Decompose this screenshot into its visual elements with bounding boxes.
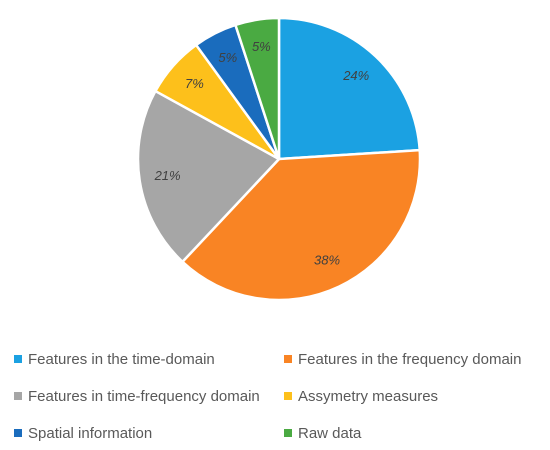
legend-item-assymetry-measures[interactable]: Assymetry measures <box>284 385 550 407</box>
legend-label-spatial-information: Spatial information <box>28 424 153 442</box>
data-label-raw-data: 5% <box>252 39 271 54</box>
legend-swatch-raw-data <box>284 429 292 437</box>
legend-swatch-frequency-domain <box>284 355 292 363</box>
legend-swatch-assymetry-measures <box>284 392 292 400</box>
legend-label-raw-data: Raw data <box>298 424 362 442</box>
pie-svg: 24% 38% 21% 7% 5% 5% <box>136 16 422 302</box>
legend-label-frequency-domain: Features in the frequency domain <box>298 350 522 368</box>
legend: Features in the time-domain Features in … <box>14 348 550 444</box>
legend-item-time-frequency-domain[interactable]: Features in time-frequency domain <box>14 385 284 407</box>
legend-item-frequency-domain[interactable]: Features in the frequency domain <box>284 348 550 370</box>
pie-data-labels: 24% 38% 21% 7% 5% 5% <box>154 39 370 267</box>
legend-swatch-time-domain <box>14 355 22 363</box>
legend-label-assymetry-measures: Assymetry measures <box>298 387 439 405</box>
data-label-frequency-domain: 38% <box>314 253 340 268</box>
pie-slice-time-frequency-domain[interactable] <box>136 89 281 264</box>
legend-item-raw-data[interactable]: Raw data <box>284 422 550 444</box>
data-label-spatial-information: 5% <box>218 50 237 65</box>
pie-slice-raw-data[interactable] <box>234 16 281 161</box>
legend-label-time-domain: Features in the time-domain <box>28 350 215 368</box>
pie-slices <box>136 16 422 302</box>
legend-label-time-frequency-domain: Features in time-frequency domain <box>28 387 260 405</box>
legend-item-time-domain[interactable]: Features in the time-domain <box>14 348 284 370</box>
pie-slice-frequency-domain[interactable] <box>181 148 422 302</box>
legend-swatch-spatial-information <box>14 429 22 437</box>
pie-slice-time-domain[interactable] <box>277 16 421 161</box>
data-label-time-domain: 24% <box>342 68 369 83</box>
legend-swatch-time-frequency-domain <box>14 392 22 400</box>
legend-item-spatial-information[interactable]: Spatial information <box>14 422 284 444</box>
data-label-time-frequency-domain: 21% <box>154 168 181 183</box>
data-label-assymetry-measures: 7% <box>185 76 204 91</box>
